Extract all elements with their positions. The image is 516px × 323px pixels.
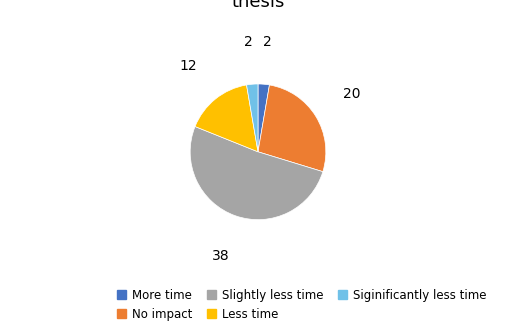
Wedge shape: [247, 84, 258, 152]
Title: Impact of AI tools on time spent on BSc
thesis: Impact of AI tools on time spent on BSc …: [80, 0, 436, 11]
Text: 2: 2: [244, 35, 253, 49]
Text: 20: 20: [343, 87, 361, 101]
Text: 12: 12: [180, 59, 198, 73]
Legend: More time, No impact, Slightly less time, Less time, Siginificantly less time: More time, No impact, Slightly less time…: [117, 289, 487, 321]
Wedge shape: [190, 127, 323, 220]
Wedge shape: [195, 85, 258, 152]
Text: 2: 2: [263, 35, 272, 49]
Wedge shape: [258, 84, 269, 152]
Text: 38: 38: [213, 249, 230, 263]
Wedge shape: [258, 85, 326, 172]
